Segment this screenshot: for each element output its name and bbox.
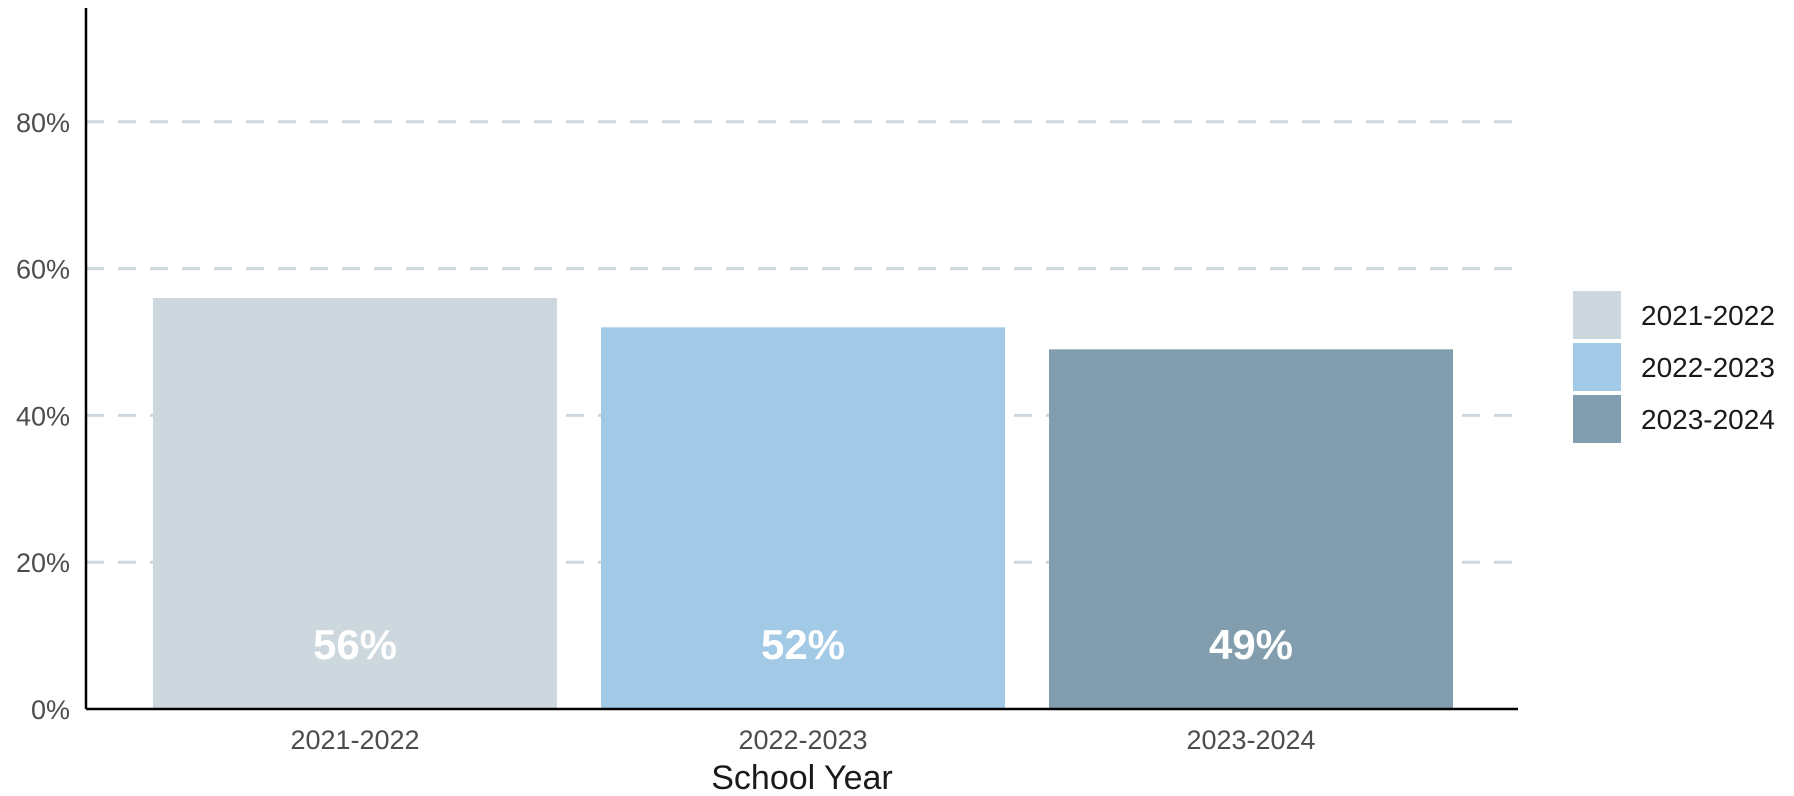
x-tick-label: 2021-2022 <box>290 725 419 755</box>
y-tick-label: 80% <box>16 108 70 138</box>
legend-key-2023-2024 <box>1573 395 1621 443</box>
bar-2022-2023 <box>601 327 1005 709</box>
legend-key-2021-2022 <box>1573 291 1621 339</box>
legend-key-2022-2023 <box>1573 343 1621 391</box>
bar-value-label: 56% <box>313 621 397 668</box>
y-tick-label: 0% <box>31 695 70 725</box>
y-tick-labels: 0% 20% 40% 60% 80% <box>16 108 70 725</box>
bars: 56% 52% 49% <box>153 297 1453 709</box>
legend-label: 2022-2023 <box>1641 352 1775 383</box>
legend: 2021-2022 2022-2023 2023-2024 <box>1573 291 1775 443</box>
legend-label: 2023-2024 <box>1641 404 1775 435</box>
bar-2021-2022 <box>153 297 557 709</box>
x-tick-labels: 2021-2022 2022-2023 2023-2024 <box>290 725 1315 755</box>
x-tick-label: 2023-2024 <box>1186 725 1315 755</box>
bar-value-label: 49% <box>1209 621 1293 668</box>
y-tick-label: 60% <box>16 255 70 285</box>
bar-2023-2024 <box>1049 349 1453 709</box>
bar-value-label: 52% <box>761 621 845 668</box>
y-tick-label: 40% <box>16 401 70 431</box>
y-tick-label: 20% <box>16 548 70 578</box>
x-tick-label: 2022-2023 <box>738 725 867 755</box>
legend-label: 2021-2022 <box>1641 300 1775 331</box>
axes <box>84 8 1518 711</box>
x-axis-title: School Year <box>711 759 893 796</box>
